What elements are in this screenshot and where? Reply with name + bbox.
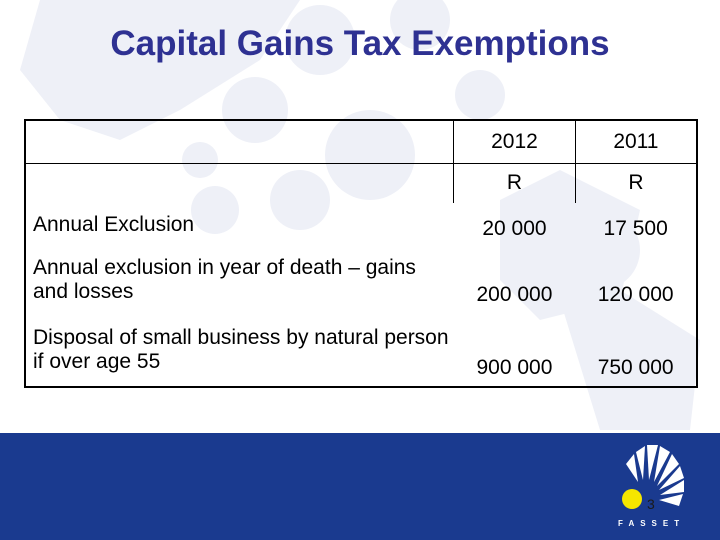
- row-label: Disposal of small business by natural pe…: [33, 325, 449, 373]
- value-2011: 17 500: [603, 217, 668, 240]
- table-row: Annual exclusion in year of death – gain…: [25, 247, 697, 313]
- value-2012: 200 000: [476, 283, 553, 306]
- value-2012: 20 000: [482, 217, 547, 240]
- sun-icon: [622, 489, 642, 509]
- table-row: Annual Exclusion 20 000 17 500: [25, 203, 697, 247]
- currency-2011-header: R: [574, 163, 697, 203]
- currency-2012-header: R: [453, 163, 576, 203]
- value-2011: 750 000: [597, 356, 674, 379]
- year-2011-header: 2011: [574, 120, 697, 164]
- logo-wordmark: FASSET: [618, 519, 685, 528]
- year-header-row: 2012 2011: [25, 120, 697, 164]
- exemptions-table: 2012 2011 R R Annual Exclusion 20 000 17…: [24, 119, 698, 388]
- slide-title: Capital Gains Tax Exemptions: [110, 24, 610, 63]
- year-2012-header: 2012: [453, 120, 576, 164]
- value-2012: 900 000: [476, 356, 553, 379]
- row-label: Annual exclusion in year of death – gain…: [33, 256, 416, 303]
- currency-blank-cell: [25, 163, 454, 203]
- value-2011: 120 000: [597, 283, 674, 306]
- fasset-logo: FASSET: [618, 445, 685, 528]
- footer-band: [0, 433, 720, 540]
- page-number: 3: [647, 496, 655, 512]
- currency-header-row: R R: [25, 163, 697, 203]
- header-blank-cell: [25, 120, 454, 164]
- row-label: Annual Exclusion: [33, 213, 195, 236]
- table-row: Disposal of small business by natural pe…: [25, 313, 697, 387]
